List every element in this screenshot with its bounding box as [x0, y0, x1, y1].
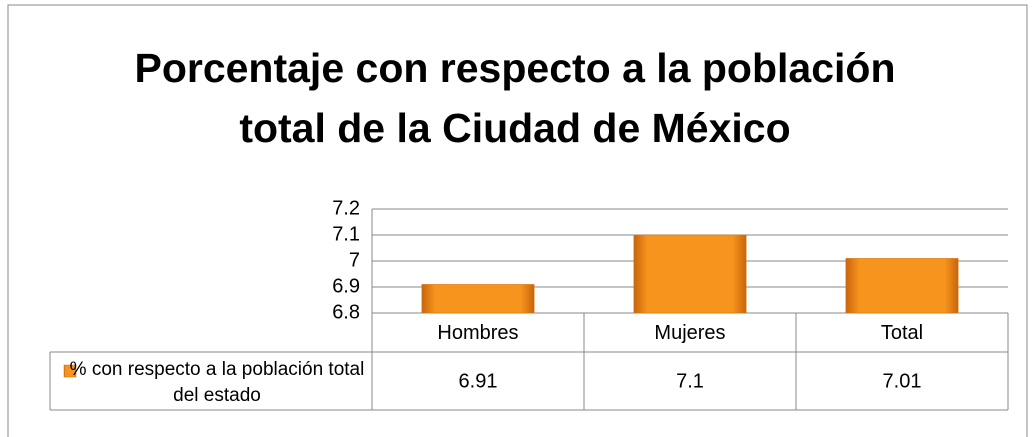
y-tick-label: 7: [349, 249, 360, 271]
y-tick-label: 7.1: [332, 223, 360, 245]
bar: [845, 258, 959, 314]
table-value: 6.91: [459, 370, 498, 392]
y-tick-label: 6.8: [332, 301, 360, 323]
chart-title: Porcentaje con respecto a la población t…: [134, 45, 896, 151]
x-tick-label: Mujeres: [654, 322, 725, 344]
table-value: 7.01: [883, 370, 922, 392]
y-tick-label: 6.9: [332, 275, 360, 297]
chart-frame: [7, 4, 1028, 437]
table-value: 7.1: [676, 370, 704, 392]
legend-label: % con respecto a la población total del …: [69, 359, 365, 406]
x-tick-label: Total: [881, 322, 923, 344]
x-tick-label: Hombres: [437, 322, 518, 344]
legend-marker: [63, 364, 77, 378]
bar: [633, 234, 747, 314]
y-tick-label: 7.2: [332, 197, 360, 219]
bar: [421, 284, 535, 314]
